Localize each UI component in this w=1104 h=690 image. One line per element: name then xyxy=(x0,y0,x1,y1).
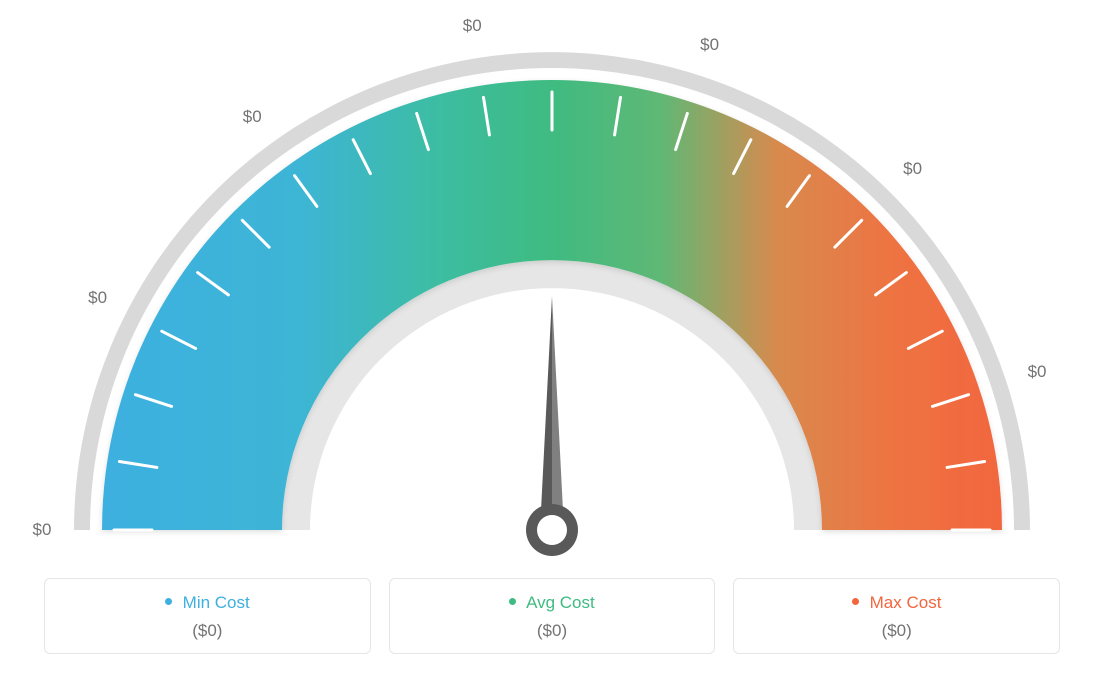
legend-dot-max xyxy=(852,598,859,605)
gauge-svg xyxy=(0,0,1104,570)
legend-dot-min xyxy=(165,598,172,605)
legend-card-max: Max Cost ($0) xyxy=(733,578,1060,654)
gauge-tick-label: $0 xyxy=(463,16,482,36)
legend-title-min: Min Cost xyxy=(45,593,370,613)
gauge-tick-label: $0 xyxy=(243,107,262,127)
legend-title-avg: Avg Cost xyxy=(390,593,715,613)
gauge-tick-label: $0 xyxy=(700,35,719,55)
cost-gauge-widget: $0 $0 $0 $0 $0 $0 $0 Min Cost ($0) Avg Cost ($… xyxy=(0,0,1104,690)
legend-value-avg: ($0) xyxy=(390,621,715,641)
legend-label-min: Min Cost xyxy=(183,593,250,612)
gauge-tick-label: $0 xyxy=(1028,362,1047,382)
legend-dot-avg xyxy=(509,598,516,605)
gauge-tick-label: $0 xyxy=(88,288,107,308)
legend-card-min: Min Cost ($0) xyxy=(44,578,371,654)
legend-value-max: ($0) xyxy=(734,621,1059,641)
gauge-chart: $0 $0 $0 $0 $0 $0 $0 xyxy=(0,0,1104,570)
legend-card-avg: Avg Cost ($0) xyxy=(389,578,716,654)
gauge-tick-label: $0 xyxy=(33,520,52,540)
legend-label-avg: Avg Cost xyxy=(526,593,595,612)
legend-row: Min Cost ($0) Avg Cost ($0) Max Cost ($0… xyxy=(44,578,1060,654)
legend-label-max: Max Cost xyxy=(870,593,942,612)
gauge-tick-label: $0 xyxy=(903,159,922,179)
legend-title-max: Max Cost xyxy=(734,593,1059,613)
legend-value-min: ($0) xyxy=(45,621,370,641)
